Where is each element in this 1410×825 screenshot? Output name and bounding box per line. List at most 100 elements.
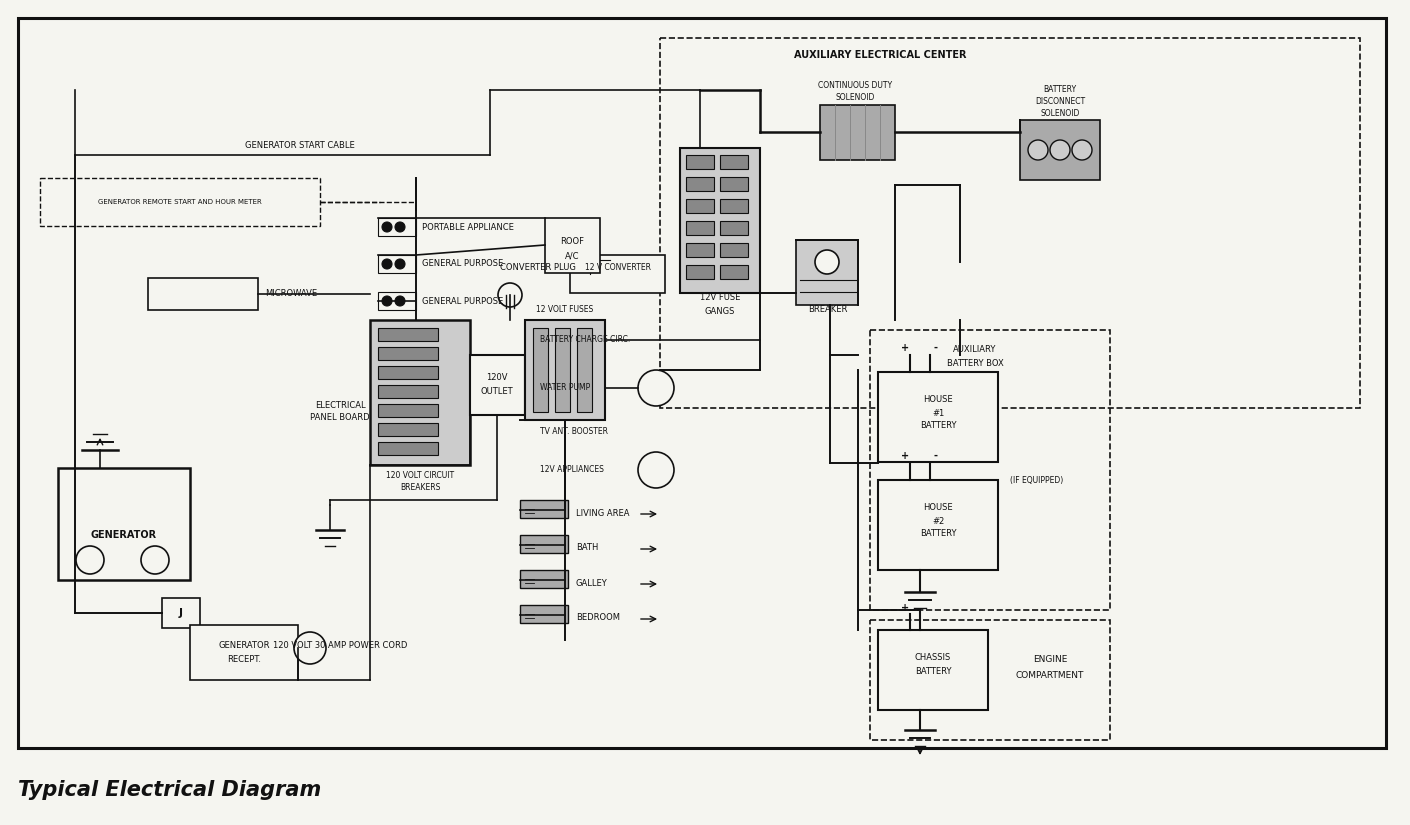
Circle shape (498, 283, 522, 307)
Bar (577, 328, 592, 412)
Circle shape (1028, 140, 1048, 160)
Text: RECEPT.: RECEPT. (227, 654, 261, 663)
Text: HOUSE: HOUSE (924, 395, 953, 404)
Bar (878, 372, 998, 462)
Text: 12V APPLIANCES: 12V APPLIANCES (540, 465, 603, 474)
Bar (721, 265, 747, 279)
Bar (570, 255, 666, 293)
Text: BATTERY: BATTERY (919, 530, 956, 539)
Bar (533, 328, 548, 412)
Bar (378, 347, 439, 360)
Text: PANEL BOARD: PANEL BOARD (310, 413, 369, 422)
Bar (721, 243, 747, 257)
Text: COMPARTMENT: COMPARTMENT (1015, 671, 1084, 680)
Bar (378, 366, 439, 379)
Text: TV ANT. BOOSTER: TV ANT. BOOSTER (540, 427, 608, 436)
Bar (821, 105, 895, 160)
Bar (870, 620, 1110, 740)
Circle shape (637, 370, 674, 406)
Bar (797, 240, 859, 305)
Text: 120 VOLT 30 AMP POWER CORD: 120 VOLT 30 AMP POWER CORD (272, 640, 407, 649)
Bar (520, 500, 568, 518)
Circle shape (382, 259, 392, 269)
Bar (58, 468, 190, 580)
Bar (378, 255, 416, 273)
Bar (520, 605, 568, 623)
Text: BREAKERS: BREAKERS (400, 483, 440, 493)
Circle shape (1072, 140, 1091, 160)
Bar (470, 355, 525, 415)
Circle shape (76, 546, 104, 574)
Bar (190, 625, 298, 680)
Text: AUXILIARY ELECTRICAL CENTER: AUXILIARY ELECTRICAL CENTER (794, 50, 966, 60)
Bar (1019, 120, 1100, 180)
Bar (525, 320, 605, 420)
Text: 12 V CONVERTER: 12 V CONVERTER (585, 263, 651, 272)
Bar (721, 221, 747, 235)
Text: GALLEY: GALLEY (577, 578, 608, 587)
Bar (39, 178, 320, 226)
Text: +: + (901, 343, 909, 353)
Text: 120V: 120V (486, 374, 508, 383)
Circle shape (815, 250, 839, 274)
Circle shape (295, 632, 326, 664)
Bar (18, 18, 1386, 748)
Text: ROOF: ROOF (560, 238, 584, 247)
Text: ELECTRICAL: ELECTRICAL (314, 400, 365, 409)
Circle shape (382, 222, 392, 232)
Bar (546, 218, 601, 273)
Circle shape (637, 452, 674, 488)
Text: BATTERY CHARGE CIRC.: BATTERY CHARGE CIRC. (540, 336, 630, 345)
Text: HOUSE: HOUSE (924, 503, 953, 512)
Bar (378, 442, 439, 455)
Text: BREAKER: BREAKER (808, 305, 847, 314)
Text: GENERATOR: GENERATOR (219, 640, 269, 649)
Text: GENERAL PURPOSE: GENERAL PURPOSE (422, 260, 503, 268)
Text: SOLENOID: SOLENOID (1041, 110, 1080, 119)
Bar (721, 199, 747, 213)
Text: Typical Electrical Diagram: Typical Electrical Diagram (18, 780, 321, 800)
Bar (378, 423, 439, 436)
Text: OUTLET: OUTLET (481, 388, 513, 397)
Text: #1: #1 (932, 408, 945, 417)
Text: +: + (901, 603, 909, 613)
Circle shape (395, 222, 405, 232)
Bar (520, 535, 568, 553)
Bar (721, 177, 747, 191)
Text: LIVING AREA: LIVING AREA (577, 508, 629, 517)
Text: PORTABLE APPLIANCE: PORTABLE APPLIANCE (422, 223, 513, 232)
Text: WATER PUMP: WATER PUMP (540, 384, 591, 393)
Text: 12 VOLT FUSES: 12 VOLT FUSES (536, 305, 594, 314)
Text: SOLENOID: SOLENOID (835, 92, 874, 101)
Bar (687, 199, 713, 213)
Circle shape (382, 296, 392, 306)
Circle shape (395, 296, 405, 306)
Text: BATTERY: BATTERY (919, 422, 956, 431)
Bar (378, 328, 439, 341)
Bar (378, 385, 439, 398)
Text: CONVERTER PLUG: CONVERTER PLUG (501, 263, 575, 272)
Text: GENERAL PURPOSE: GENERAL PURPOSE (422, 296, 503, 305)
Text: CHASSIS: CHASSIS (915, 653, 952, 662)
Bar (148, 278, 258, 310)
Text: 12V FUSE: 12V FUSE (699, 294, 740, 303)
Bar (687, 177, 713, 191)
Text: BATTERY: BATTERY (1043, 86, 1077, 95)
Bar (687, 243, 713, 257)
Bar (878, 630, 988, 710)
Text: AUXILIARY: AUXILIARY (953, 346, 997, 355)
Bar (520, 570, 568, 588)
Bar (556, 328, 570, 412)
Text: BATTERY: BATTERY (915, 667, 952, 676)
Text: BATTERY BOX: BATTERY BOX (946, 359, 1004, 367)
Text: BEDROOM: BEDROOM (577, 614, 620, 623)
Text: +: + (901, 451, 909, 461)
Text: -: - (933, 343, 938, 353)
Text: -: - (933, 451, 938, 461)
Text: J: J (179, 608, 183, 618)
Bar (687, 265, 713, 279)
Text: GENERATOR REMOTE START AND HOUR METER: GENERATOR REMOTE START AND HOUR METER (99, 199, 262, 205)
Circle shape (395, 259, 405, 269)
Bar (369, 320, 470, 465)
Bar (687, 221, 713, 235)
